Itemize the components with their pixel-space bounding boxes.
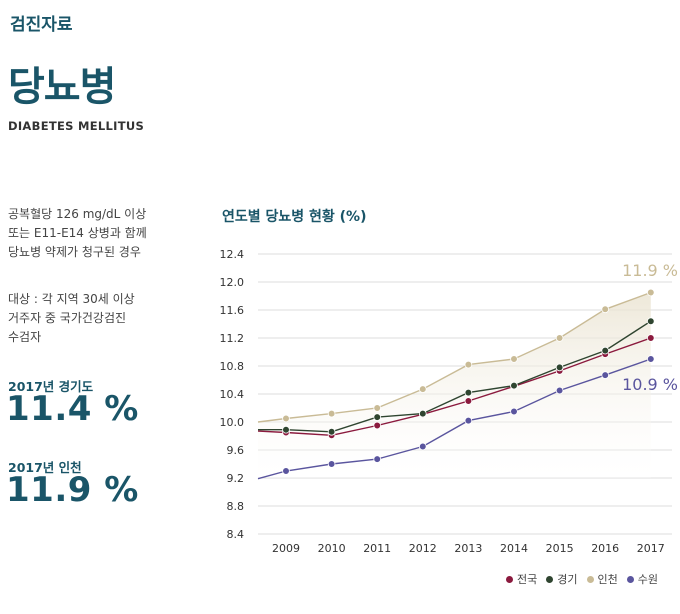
- legend-dot-icon: [546, 575, 554, 583]
- data-point: [601, 346, 609, 355]
- criteria-line: 또는 E11-E14 상병과 함께: [8, 226, 147, 240]
- target-line: 수검자: [8, 330, 42, 344]
- data-point: [510, 381, 518, 390]
- y-tick-label: 12.0: [220, 276, 245, 289]
- data-point: [555, 334, 564, 342]
- data-point: [646, 355, 655, 363]
- data-point: [555, 363, 564, 372]
- data-point: [464, 360, 473, 369]
- legend-item: 경기: [546, 571, 578, 587]
- series-line: [257, 337, 652, 437]
- series-line: [258, 320, 652, 433]
- data-point: [418, 442, 427, 451]
- data-point: [601, 371, 609, 379]
- y-tick-label: 10.8: [220, 360, 245, 373]
- chart-legend: 전국 경기 인천 수원: [506, 571, 658, 587]
- target-line: 거주자 중 국가건강검진: [8, 311, 127, 325]
- x-tick-label: 2013: [454, 542, 482, 555]
- data-point: [373, 413, 382, 421]
- data-point: [373, 421, 382, 430]
- legend-dot-icon: [626, 575, 634, 583]
- data-point: [510, 355, 518, 363]
- y-tick-label: 9.2: [227, 472, 245, 485]
- incheon-area-fill: [258, 292, 651, 478]
- x-tick-label: 2015: [546, 542, 574, 555]
- legend-label: 수원: [637, 573, 658, 586]
- data-point: [418, 385, 427, 393]
- y-tick-label: 10.0: [220, 416, 245, 429]
- value-annotation: 10.9 %: [622, 375, 678, 394]
- criteria-line: 공복혈당 126 mg/dL 이상: [8, 207, 147, 221]
- x-tick-label: 2017: [637, 542, 665, 555]
- section-label: 검진자료: [10, 15, 73, 35]
- legend-dot-icon: [586, 575, 594, 583]
- data-point: [464, 388, 473, 397]
- y-tick-label: 11.2: [220, 332, 245, 345]
- target-description: 대상 : 각 지역 30세 이상 거주자 중 국가건강검진 수검자: [8, 290, 135, 347]
- legend-item: 인천: [586, 571, 618, 587]
- data-point: [373, 404, 382, 412]
- page-subtitle: DIABETES MELLITUS: [8, 119, 145, 133]
- x-tick-label: 2016: [591, 542, 619, 555]
- data-point: [282, 414, 290, 423]
- legend-item: 전국: [506, 571, 537, 587]
- x-tick-label: 2011: [363, 542, 391, 555]
- data-point: [464, 397, 473, 405]
- data-point: [418, 409, 427, 418]
- data-point: [282, 467, 290, 475]
- stat-label-gyeonggi: 2017년 경기도: [8, 379, 94, 394]
- data-point: [601, 305, 609, 314]
- y-tick-label: 10.4: [220, 388, 245, 401]
- stat-value-incheon: 11.9 %: [6, 470, 139, 510]
- value-annotation: 11.9 %: [622, 261, 678, 280]
- legend-label: 경기: [557, 573, 578, 586]
- y-tick-label: 8.4: [227, 528, 245, 541]
- stat-value-gyeonggi: 11.4 %: [6, 389, 139, 429]
- y-tick-label: 12.4: [220, 248, 245, 261]
- target-line: 대상 : 각 지역 30세 이상: [8, 292, 135, 306]
- y-tick-label: 11.6: [220, 304, 245, 317]
- x-tick-label: 2010: [318, 542, 346, 555]
- criteria-description: 공복혈당 126 mg/dL 이상 또는 E11-E14 상병과 함께 당뇨병 …: [8, 205, 147, 262]
- legend-dot-icon: [506, 575, 513, 583]
- data-point: [464, 416, 473, 425]
- data-point: [646, 334, 655, 342]
- data-point: [646, 317, 655, 326]
- data-point: [373, 455, 382, 463]
- x-tick-label: 2009: [272, 542, 300, 555]
- data-point: [327, 427, 336, 436]
- data-point: [555, 386, 564, 395]
- page-title: 당뇨병: [8, 64, 116, 110]
- y-tick-label: 9.6: [227, 444, 245, 457]
- legend-label: 전국: [517, 573, 538, 586]
- legend-label: 인천: [597, 573, 618, 586]
- series-line: [257, 291, 652, 423]
- data-point: [510, 407, 518, 416]
- chart-title: 연도별 당뇨병 현황 (%): [222, 209, 367, 225]
- y-tick-label: 8.8: [227, 500, 245, 513]
- x-tick-label: 2012: [409, 542, 437, 555]
- x-tick-label: 2014: [500, 542, 528, 555]
- criteria-line: 당뇨병 약제가 청구된 경우: [8, 245, 141, 259]
- data-point: [282, 425, 290, 434]
- legend-item: 수원: [626, 571, 658, 587]
- data-point: [327, 409, 336, 418]
- data-point: [646, 288, 655, 297]
- stat-label-incheon: 2017년 인천: [8, 460, 82, 475]
- series-line: [257, 358, 652, 480]
- data-point: [327, 460, 336, 468]
